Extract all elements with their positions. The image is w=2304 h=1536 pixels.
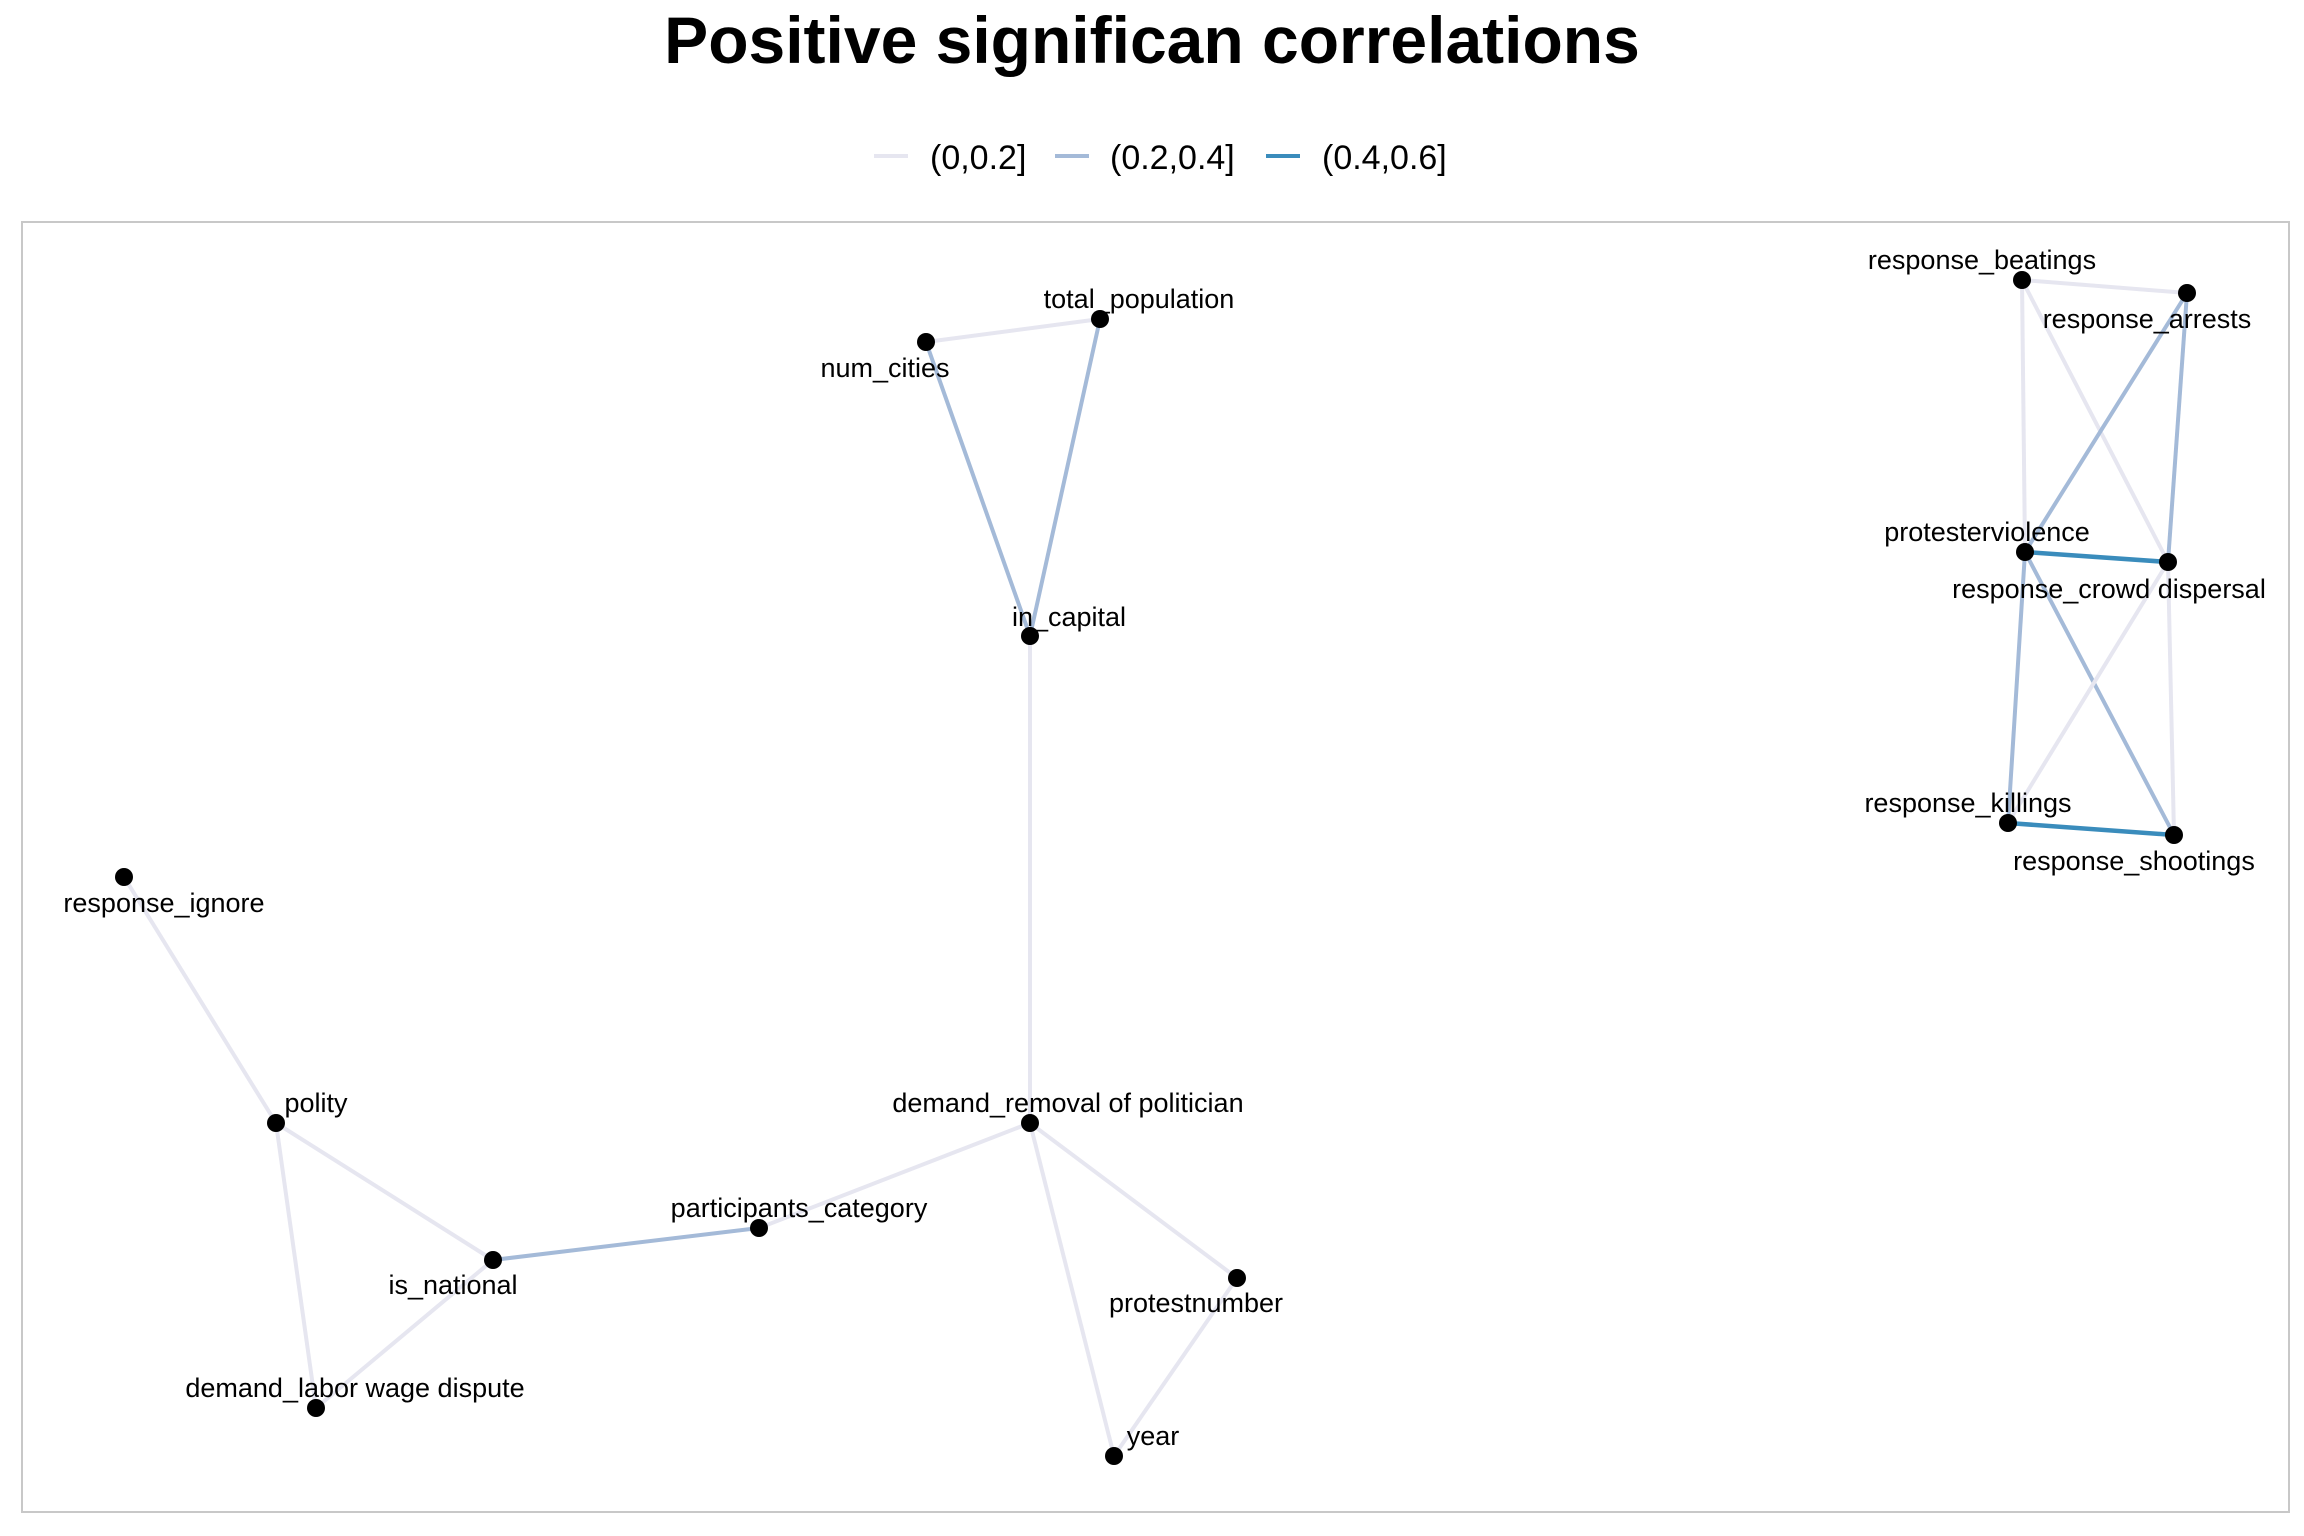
edge-num-cities-total-population (925, 317, 1101, 344)
edge-participants-category-is-national (492, 1226, 760, 1262)
node-total-population (1091, 310, 1109, 328)
edge-demand-removal-of-politician-protestnumber (1028, 1121, 1239, 1280)
edge-polity-is-national (274, 1121, 495, 1262)
legend-item-0: (0,0.2] (874, 139, 1026, 177)
node-label-in-capital: in_capital (1012, 602, 1126, 632)
node-demand-removal-of-politician (1021, 1114, 1039, 1132)
node-label-polity: polity (284, 1088, 348, 1118)
node-demand-labor-wage-dispute (307, 1399, 325, 1417)
edge-response-beatings-response-crowd-dispersal (2020, 279, 2170, 563)
node-response-beatings (2013, 271, 2031, 289)
node-in-capital (1021, 627, 1039, 645)
node-response-shootings (2165, 826, 2183, 844)
node-response-ignore (115, 868, 133, 886)
node-protestnumber (1228, 1269, 1246, 1287)
node-label-response-killings: response_killings (1864, 788, 2071, 818)
node-year (1105, 1447, 1123, 1465)
node-label-year: year (1127, 1421, 1180, 1451)
edge-response-crowd-dispersal-response-killings (2006, 560, 2170, 825)
chart-title: Positive significan correlations (664, 3, 1640, 77)
edge-protesterviolence-response-crowd-dispersal (2024, 549, 2169, 565)
node-label-num-cities: num_cities (820, 353, 949, 383)
edge-demand-removal-of-politician-year (1028, 1122, 1116, 1457)
legend-label-1: (0.2,0.4] (1110, 139, 1235, 177)
edge-is-national-demand-labor-wage-dispute (314, 1258, 495, 1410)
legend-item-2: (0.4,0.6] (1266, 139, 1447, 177)
node-polity (267, 1114, 285, 1132)
node-protesterviolence (2016, 543, 2034, 561)
edge-protestnumber-year (1112, 1276, 1239, 1458)
node-response-crowd-dispersal (2159, 553, 2177, 571)
edge-num-cities-in-capital (924, 341, 1032, 637)
edge-response-arrests-protesterviolence (2023, 291, 2189, 554)
plot-panel-border (21, 221, 2290, 1513)
edge-protesterviolence-response-killings (2006, 551, 2027, 824)
node-labels-layer: total_population num_cities in_capitaldema… (63, 245, 2265, 1451)
node-label-total-population: total_population (1044, 284, 1235, 314)
node-label-response-ignore: response_ignore (63, 888, 264, 918)
edge-response-beatings-response-arrests (2021, 278, 2188, 295)
nodes-layer (115, 271, 2196, 1465)
node-label-response-beatings: response_beatings (1868, 245, 2096, 275)
node-label-protesterviolence: protesterviolence (1884, 517, 2090, 547)
node-participants-category (750, 1219, 768, 1237)
node-label-response-shootings: response_shootings (2013, 846, 2255, 876)
legend-item-1: (0.2,0.4] (1055, 139, 1235, 177)
node-label-participants-category: participants_category (671, 1193, 928, 1223)
edge-response-beatings-protesterviolence (2020, 279, 2027, 553)
edge-response-arrests-response-crowd-dispersal (2166, 292, 2189, 563)
node-response-arrests (2178, 284, 2196, 302)
edge-total-population-in-capital (1028, 318, 1102, 637)
node-label-demand-labor-wage-dispute: demand_labor wage dispute (185, 1373, 524, 1403)
edge-response-crowd-dispersal-response-shootings (2166, 561, 2176, 836)
node-response-killings (1999, 814, 2017, 832)
node-label-response-crowd-dispersal: response_crowd dispersal (1952, 574, 2266, 604)
edge-response-killings-response-shootings (2007, 820, 2175, 838)
edge-polity-response-ignore (122, 875, 278, 1125)
edge-demand-removal-of-politician-participants-category (758, 1121, 1031, 1230)
node-label-is-national: is_national (388, 1270, 517, 1300)
node-is-national (484, 1251, 502, 1269)
legend-label-0: (0,0.2] (930, 139, 1026, 177)
edge-polity-demand-labor-wage-dispute (274, 1122, 318, 1409)
edges-layer (122, 278, 2189, 1458)
node-label-response-arrests: response_arrests (2043, 304, 2252, 334)
legend-label-2: (0.4,0.6] (1322, 139, 1447, 177)
edge-protesterviolence-response-shootings (2023, 551, 2176, 836)
node-label-demand-removal-of-politician: demand_removal of politician (892, 1088, 1243, 1118)
legend: (0,0.2] (0.2,0.4] (0.4,0.6] (874, 139, 1447, 177)
node-label-protestnumber: protestnumber (1109, 1288, 1283, 1318)
node-num-cities (917, 333, 935, 351)
